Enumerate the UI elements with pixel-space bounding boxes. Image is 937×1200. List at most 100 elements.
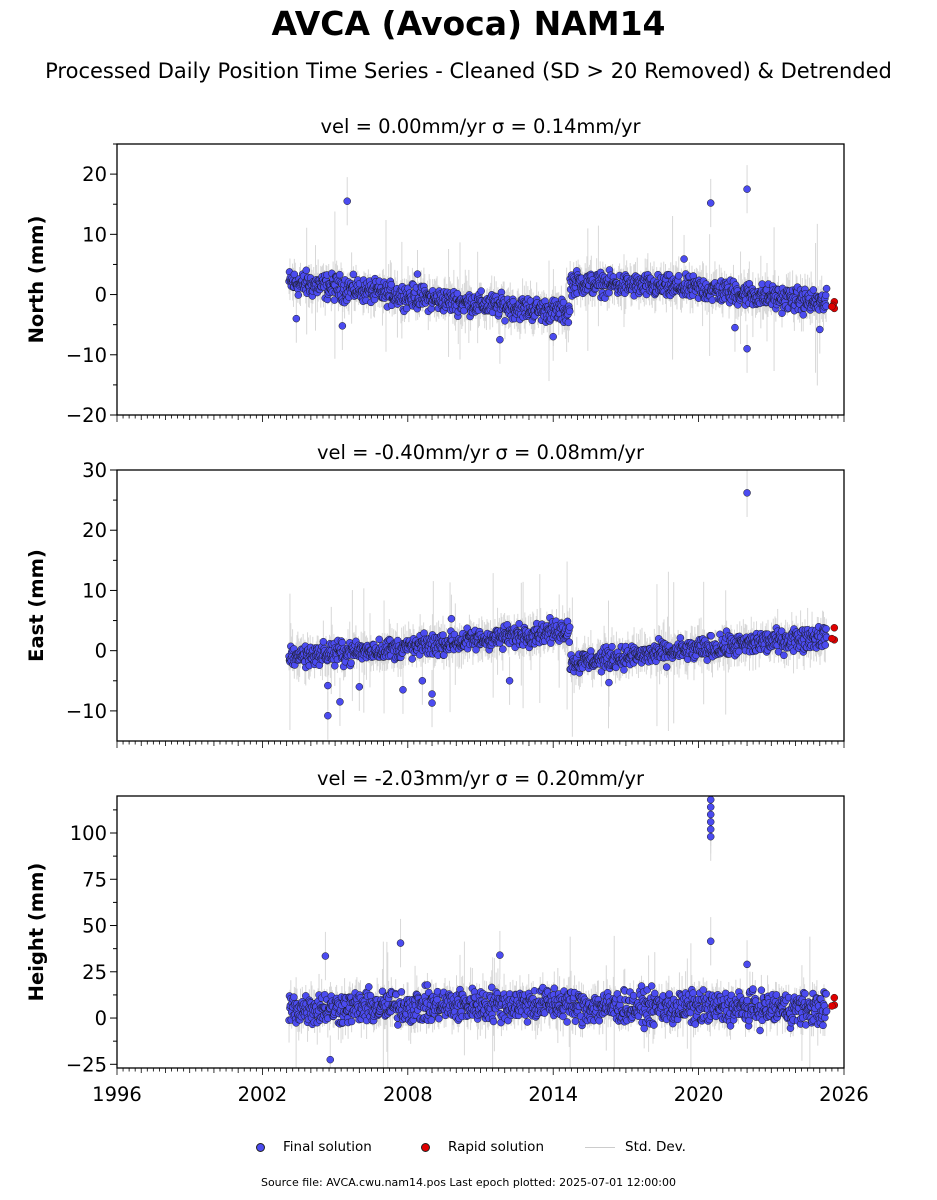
final-point (335, 270, 344, 279)
panel-2: −10 0 10 20 30 vel = -0.40mm/yr σ = 0.08mm/yr… (25, 441, 845, 748)
rapid-points (828, 624, 839, 644)
final-point (565, 307, 574, 316)
y-tick-label: 20 (82, 163, 107, 186)
final-point (331, 662, 339, 670)
y-tick-label: 0 (95, 284, 107, 307)
final-point-outlier (418, 677, 427, 685)
std-dev-bars (288, 165, 827, 386)
final-point-outlier (605, 678, 613, 687)
y-tick-label: 20 (82, 519, 107, 542)
rapid-points (828, 298, 839, 313)
final-point-outlier (292, 314, 301, 323)
final-point-outlier (343, 197, 351, 205)
panel-title: vel = 0.00mm/yr σ = 0.14mm/yr (320, 115, 641, 138)
final-point (394, 1021, 402, 1029)
final-point-outlier (428, 690, 436, 698)
panel-title: vel = -0.40mm/yr σ = 0.08mm/yr (317, 441, 645, 464)
final-point (499, 645, 507, 653)
final-point (822, 284, 831, 293)
final-point (587, 647, 595, 655)
final-point-outlier (413, 270, 422, 278)
final-point (349, 270, 358, 279)
final-point (559, 298, 568, 307)
final-point (703, 656, 711, 664)
final-point (620, 666, 628, 674)
page-title: AVCA (Avoca) NAM14 (271, 4, 666, 43)
final-point (799, 311, 807, 319)
final-point (453, 289, 462, 298)
final-point (662, 663, 671, 671)
final-point-outlier (355, 683, 364, 691)
final-point-outlier (324, 681, 332, 690)
final-point-outlier (743, 185, 751, 193)
final-point-outlier (428, 699, 436, 707)
y-tick-label: −10 (66, 344, 107, 367)
final-point (319, 637, 328, 646)
final-point (821, 641, 830, 649)
plot-frame (116, 469, 845, 742)
final-point (821, 291, 830, 300)
final-point (375, 635, 383, 644)
plot-area (285, 165, 839, 386)
final-point (423, 981, 432, 989)
final-point (674, 272, 683, 280)
final-point-outlier (447, 614, 456, 623)
y-tick-label: 10 (82, 579, 107, 602)
y-tick-label: −10 (66, 700, 107, 723)
y-tick-label: 30 (82, 459, 107, 482)
final-point-outlier (496, 335, 504, 344)
final-point-outlier (549, 332, 557, 341)
final-point-outlier (338, 322, 347, 330)
x-minor-ticks (116, 415, 845, 422)
final-point (408, 655, 416, 663)
final-point (365, 983, 373, 991)
final-point (707, 632, 715, 640)
panel-1: −20 −10 0 10 20 vel = 0.00mm/yr σ = 0.14mm/yr… (25, 115, 845, 427)
final-point (477, 287, 485, 295)
final-point (564, 318, 573, 327)
final-point (676, 634, 685, 642)
final-point (565, 623, 574, 631)
std-dev-bars (288, 470, 827, 740)
final-point-outlier (743, 345, 751, 353)
plot-area (285, 796, 839, 1068)
final-point (378, 987, 387, 996)
final-point (439, 631, 447, 639)
final-points (285, 796, 831, 1064)
final-point (397, 988, 406, 996)
final-point (608, 642, 616, 651)
final-point (515, 620, 523, 628)
y-tick-label: −20 (66, 404, 107, 427)
final-point (822, 625, 830, 633)
final-point (294, 291, 303, 299)
final-point-outlier (706, 199, 715, 207)
y-tick-label: 0 (95, 640, 107, 663)
y-tick-label: 10 (82, 223, 107, 246)
final-point-outlier (816, 325, 824, 334)
final-points (285, 185, 831, 353)
final-point (427, 1016, 436, 1024)
final-point-outlier (399, 686, 407, 694)
final-point (809, 286, 818, 294)
final-point (565, 638, 574, 646)
final-point (420, 629, 428, 637)
final-point (774, 648, 783, 656)
y-axis-label: North (mm) (25, 216, 48, 344)
y-axis-label: East (mm) (25, 549, 48, 662)
final-point (290, 993, 298, 1001)
final-point (708, 296, 717, 304)
final-point (347, 659, 355, 667)
page-subtitle: Processed Daily Position Time Series - C… (45, 59, 892, 83)
final-point-outlier (505, 677, 514, 685)
final-point (780, 651, 788, 660)
final-point-outlier (680, 255, 688, 263)
std-dev-bars (288, 796, 828, 1068)
rapid-point (828, 634, 836, 643)
final-point (302, 266, 310, 275)
final-point (347, 1017, 356, 1026)
final-point-outlier (324, 711, 332, 720)
plot-area (285, 470, 839, 740)
final-point-outlier (743, 489, 751, 497)
final-point (501, 317, 509, 325)
